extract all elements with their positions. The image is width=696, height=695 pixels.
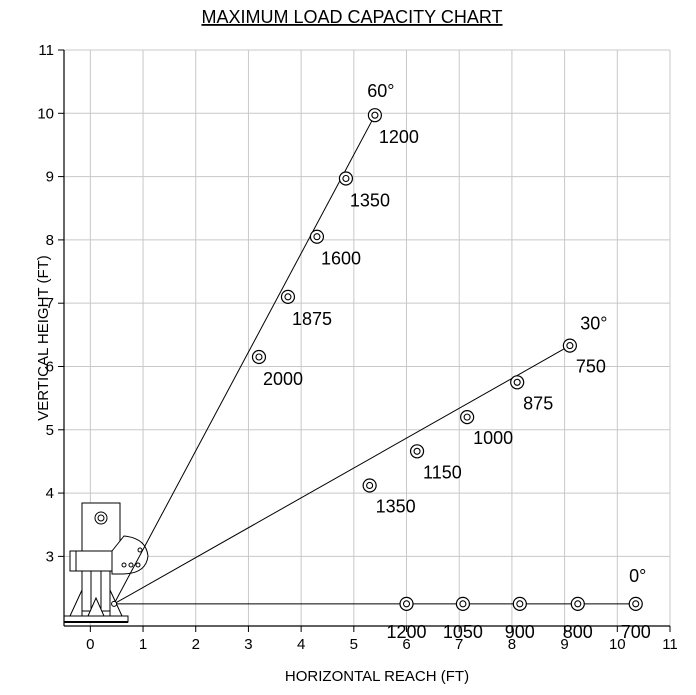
load-point-inner — [402, 600, 411, 608]
x-tick-label: 6 — [402, 636, 410, 653]
load-label: 1200 — [379, 127, 419, 147]
x-tick-label: 10 — [609, 636, 626, 653]
pivot-point — [111, 600, 118, 607]
x-tick-label: 1 — [139, 636, 147, 653]
load-point-inner — [459, 600, 467, 608]
load-point-inner — [371, 111, 379, 119]
load-point-outer — [562, 338, 577, 353]
load-label: 1000 — [473, 428, 513, 448]
load-label: 2000 — [263, 369, 303, 389]
load-point-outer — [362, 478, 377, 493]
series-0: 2000 1875 1600 1350 1200 60° — [113, 81, 419, 605]
load-point-outer — [570, 596, 585, 611]
load-point-outer — [338, 171, 354, 186]
y-tick-label: 5 — [46, 422, 54, 439]
load-point-inner — [566, 342, 574, 350]
load-point-outer — [367, 108, 383, 123]
load-point-outer — [460, 410, 475, 425]
load-point-outer — [510, 375, 525, 390]
load-label: 875 — [523, 393, 553, 413]
y-tick-label: 6 — [46, 358, 54, 375]
x-tick-label: 5 — [350, 636, 358, 653]
y-tick-label: 3 — [46, 548, 54, 565]
grid — [64, 49, 671, 626]
load-point-inner — [342, 174, 350, 183]
x-tick-label: 0 — [86, 636, 94, 653]
x-axis-label: HORIZONTAL REACH (FT) — [285, 668, 469, 685]
x-tick-label: 4 — [297, 636, 305, 653]
load-label: 1150 — [423, 462, 462, 482]
load-point-inner — [313, 233, 321, 241]
series-1: 1350 1150 1000 875 750 30° — [113, 314, 607, 605]
load-label: 1050 — [443, 622, 483, 642]
x-tick-label: 7 — [455, 636, 463, 653]
crane-base-drawing — [63, 502, 149, 623]
load-point-outer — [628, 596, 643, 611]
load-point-inner — [574, 600, 582, 608]
load-point-outer — [399, 596, 414, 611]
x-tick-label: 3 — [244, 636, 252, 653]
load-point-outer — [309, 229, 325, 244]
load-point-inner — [632, 600, 640, 608]
y-axis-label: VERTICAL HEIGHT (FT) — [35, 255, 52, 421]
load-label: 1600 — [321, 249, 361, 269]
axes: 0 1 2 3 4 5 6 7 8 9 10 11 3 4 5 6 7 8 9 10 11 — [37, 42, 677, 653]
chart-title: MAXIMUM LOAD CAPACITY CHART — [201, 7, 502, 27]
x-tick-label: 2 — [192, 636, 200, 653]
load-point-inner — [284, 293, 292, 301]
boom-line — [113, 114, 376, 605]
load-label: 1875 — [292, 309, 332, 329]
boom-angle-label: 60° — [367, 81, 394, 101]
y-tick-label: 7 — [46, 295, 54, 312]
load-label: 750 — [576, 357, 606, 377]
load-label: 1350 — [350, 190, 390, 210]
load-point-outer — [280, 289, 296, 304]
boom-line — [113, 345, 571, 605]
load-point-inner — [413, 447, 421, 455]
series-layer: 2000 1875 1600 1350 1200 60° 1350 1150 1000 875 75… — [111, 81, 651, 642]
load-point-outer — [455, 596, 471, 611]
x-tick-label: 8 — [508, 636, 516, 653]
load-point-inner — [463, 413, 471, 421]
load-label: 700 — [621, 622, 651, 642]
x-tick-label: 9 — [560, 636, 568, 653]
load-point-inner — [516, 600, 524, 608]
y-tick-label: 10 — [37, 105, 54, 122]
load-point-inner — [513, 378, 521, 386]
load-label: 800 — [563, 622, 593, 642]
load-label: 1350 — [376, 496, 416, 516]
boom-angle-label: 30° — [580, 314, 607, 334]
boom-angle-label: 0° — [629, 566, 646, 586]
y-tick-label: 8 — [46, 232, 54, 249]
load-point-inner — [255, 353, 263, 361]
load-point-inner — [366, 481, 374, 490]
load-point-outer — [409, 444, 425, 459]
x-tick-label: 11 — [662, 636, 678, 653]
y-tick-label: 4 — [46, 485, 54, 502]
load-point-outer — [251, 349, 267, 365]
y-tick-label: 9 — [46, 169, 54, 186]
load-point-outer — [512, 596, 527, 611]
y-tick-label: 11 — [38, 42, 54, 59]
